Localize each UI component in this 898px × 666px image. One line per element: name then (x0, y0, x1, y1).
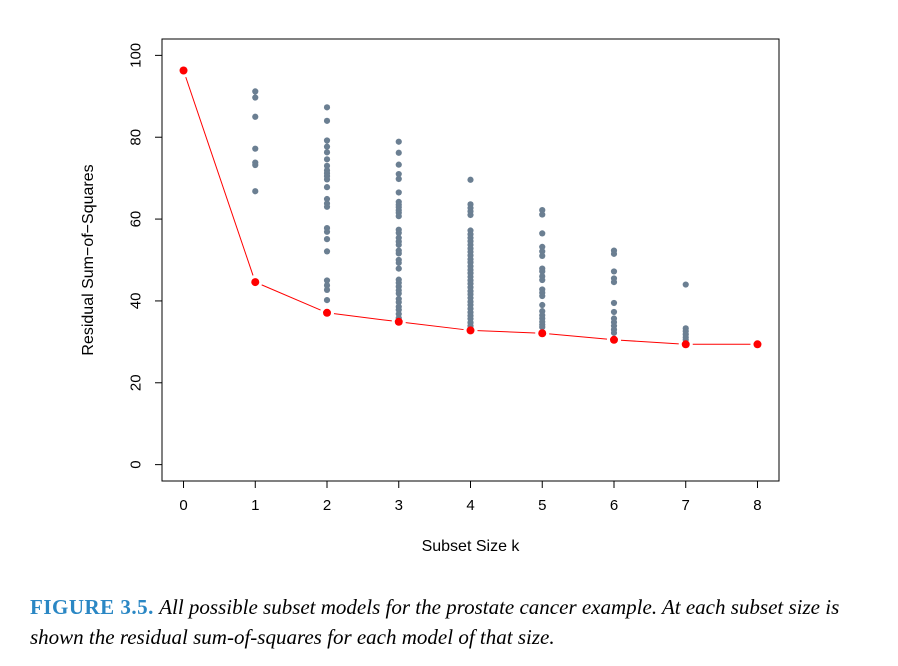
x-tick-label: 6 (610, 497, 618, 514)
model-point (323, 162, 331, 169)
x-axis-title: Subset Size k (422, 538, 521, 555)
model-point (395, 175, 402, 183)
best-point (179, 66, 188, 75)
model-point (539, 324, 546, 331)
best-point (466, 326, 475, 335)
model-point (252, 113, 259, 120)
model-point (539, 248, 546, 255)
model-point (395, 189, 402, 196)
model-point (395, 259, 402, 266)
best-line-segment (405, 322, 464, 331)
model-point (539, 211, 546, 218)
model-point (323, 143, 331, 150)
model-point (323, 195, 331, 203)
y-tick-label: 80 (128, 129, 145, 146)
model-point (539, 292, 546, 300)
best-line-segment (185, 76, 254, 276)
model-point (323, 248, 331, 255)
y-tick-label: 40 (128, 293, 145, 310)
model-point (610, 299, 618, 307)
y-tick-label: 100 (128, 43, 145, 68)
model-point (323, 137, 331, 144)
y-tick-label: 0 (128, 460, 145, 468)
model-point (395, 299, 402, 306)
x-tick-label: 2 (323, 497, 331, 514)
model-point (395, 149, 402, 156)
best-point (394, 317, 403, 326)
best-point (251, 278, 260, 287)
model-point (323, 149, 331, 156)
model-point (395, 229, 402, 237)
model-point (539, 301, 546, 309)
model-point (610, 250, 618, 257)
figure-caption: FIGURE 3.5. All possible subset models f… (30, 592, 875, 652)
model-point (323, 203, 331, 210)
x-tick-label: 0 (179, 497, 187, 514)
model-point (323, 228, 331, 235)
best-point (538, 329, 547, 338)
model-point (395, 241, 402, 248)
x-tick-label: 7 (682, 497, 690, 514)
model-point (323, 236, 331, 243)
model-point (323, 277, 331, 284)
x-tick-label: 1 (251, 497, 259, 514)
model-point (323, 184, 331, 191)
model-point (323, 297, 331, 304)
caption-text: All possible subset models for the prost… (30, 595, 840, 649)
x-tick-label: 5 (538, 497, 546, 514)
model-point (252, 88, 259, 95)
model-point (395, 213, 402, 220)
y-tick-label: 60 (128, 211, 145, 228)
model-point (323, 286, 331, 293)
model-point (539, 268, 546, 275)
best-point (753, 340, 762, 349)
model-point (539, 206, 546, 214)
best-point (323, 308, 332, 317)
model-point (252, 94, 259, 101)
model-point (323, 176, 331, 183)
best-line-segment (333, 313, 392, 322)
model-point (610, 329, 618, 336)
model-point (610, 268, 618, 275)
model-point (395, 250, 402, 257)
model-point (252, 188, 259, 195)
best-line-segment (620, 339, 679, 345)
model-point (539, 252, 546, 260)
best-line-segment (549, 333, 608, 340)
caption-label: FIGURE 3.5. (30, 595, 154, 619)
best-line-segment (261, 284, 321, 311)
model-point (252, 161, 259, 169)
model-point (395, 161, 402, 168)
model-point (467, 211, 474, 219)
model-point (323, 104, 331, 111)
model-point (395, 170, 402, 178)
model-point (395, 265, 402, 272)
model-point (395, 290, 402, 297)
model-point (323, 282, 331, 289)
model-point (323, 117, 331, 124)
best-line-segment (477, 330, 536, 334)
best-subset-line (185, 76, 751, 345)
model-point (610, 279, 618, 286)
best-subset-points (179, 66, 762, 349)
model-point (323, 156, 331, 163)
best-point (609, 335, 618, 344)
model-points (252, 88, 761, 348)
model-point (610, 308, 618, 316)
x-tick-label: 3 (395, 497, 403, 514)
model-point (467, 176, 474, 183)
y-axis-title: Residual Sum−of−Squares (80, 164, 97, 355)
model-point (539, 230, 546, 237)
model-point (395, 138, 402, 145)
model-point (539, 276, 546, 284)
model-point (682, 281, 689, 288)
x-tick-label: 4 (466, 497, 474, 514)
model-point (539, 243, 546, 251)
x-tick-label: 8 (753, 497, 761, 514)
y-tick-label: 20 (128, 374, 145, 391)
best-point (681, 340, 690, 349)
model-point (252, 145, 259, 152)
